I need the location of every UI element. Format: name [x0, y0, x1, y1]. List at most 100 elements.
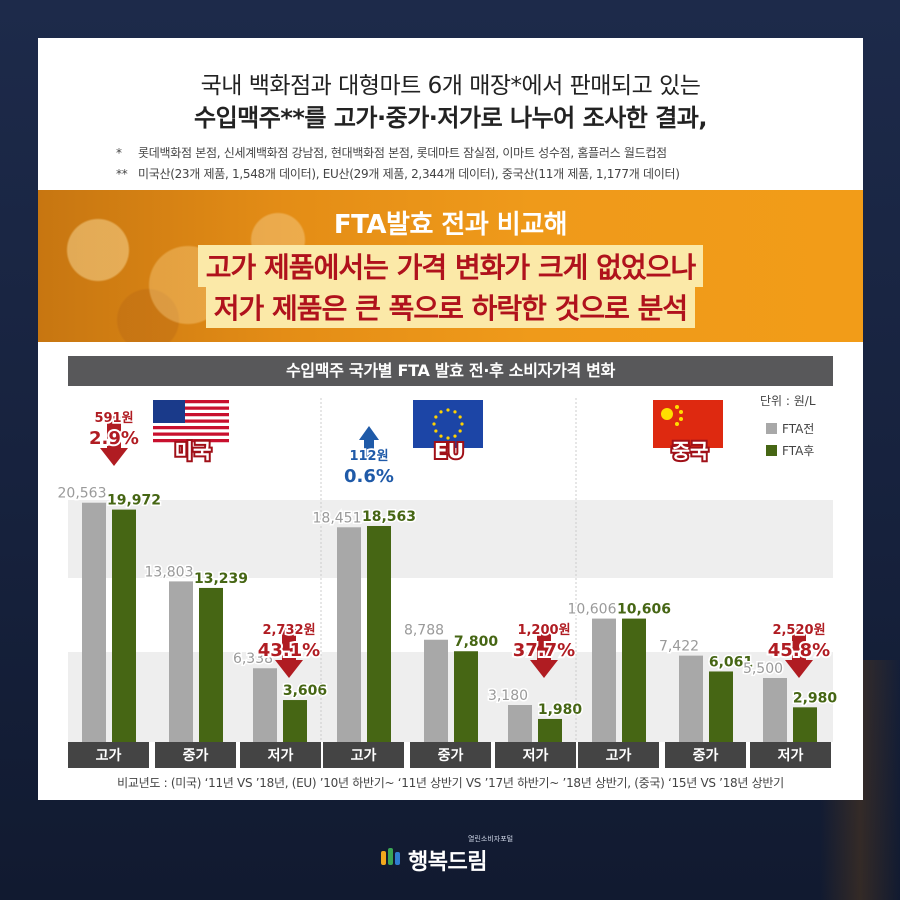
flag-star — [439, 434, 443, 438]
arrow-shaft — [107, 416, 121, 448]
bar-before — [508, 704, 532, 742]
bar-before — [424, 639, 448, 742]
bar-after — [454, 651, 478, 742]
chart-title: 수입맥주 국가별 FTA 발효 전·후 소비자가격 변화 — [68, 356, 833, 386]
data-label-before: 5,500 — [743, 661, 783, 677]
logo-subtitle: 열린소비자포털 — [468, 835, 514, 843]
bar-after — [367, 525, 391, 742]
country-label: 미국 — [175, 439, 212, 463]
footnote-data: ** 미국산(23개 제품, 1,548개 데이터), EU산(29개 제품, 2… — [116, 165, 680, 182]
data-label-before: 18,451 — [313, 510, 362, 526]
data-label-after: 13,239 — [194, 571, 248, 587]
category-label: 고가 — [351, 748, 377, 764]
category-bar — [68, 742, 149, 768]
bar-before — [679, 655, 703, 742]
callout-amount: 591원 — [94, 411, 133, 426]
banner-line-1: FTA발효 전과 비교해 — [333, 210, 568, 240]
flag-star — [679, 417, 683, 421]
flag-stripe — [153, 419, 229, 423]
flag-stripe — [153, 432, 229, 436]
footnote-mark-2: ** — [116, 167, 128, 181]
banner-line-2: 고가 제품에서는 가격 변화가 크게 없었으나 — [38, 245, 863, 287]
bar-after — [793, 707, 817, 742]
intro-line-1: 국내 백화점과 대형마트 6개 매장*에서 판매되고 있는 — [200, 73, 701, 99]
usa-flag — [153, 400, 229, 443]
data-label-before: 7,422 — [659, 639, 699, 655]
data-label-after: 2,980 — [793, 690, 838, 706]
flag-stripe — [153, 406, 229, 410]
category-label: 고가 — [96, 748, 122, 764]
flag-star — [458, 415, 462, 419]
data-label-after: 10,606 — [617, 602, 671, 618]
arrow-shaft — [282, 628, 296, 660]
callout-amount: 2,520원 — [772, 623, 825, 638]
bar-before — [592, 618, 616, 742]
banner-highlight-3: 저가 제품은 큰 폭으로 하락한 것으로 분석 — [205, 286, 696, 328]
legend-after-swatch — [766, 445, 777, 456]
legend-after: FTA후 — [766, 442, 814, 459]
bar-before — [169, 581, 193, 742]
flag-star — [446, 408, 450, 412]
bar-before — [337, 527, 361, 742]
increase-callout — [359, 426, 379, 458]
intro-line-2: 수입맥주**를 고가·중가·저가로 나누어 조사한 결과, — [194, 104, 707, 132]
category-bar — [323, 742, 404, 768]
data-label-before: 3,180 — [488, 688, 528, 704]
category-bar — [750, 742, 831, 768]
category-label: 중가 — [693, 748, 719, 764]
flag-stripe — [153, 439, 229, 443]
callout-amount: 112원 — [349, 449, 388, 464]
bar-after — [709, 671, 733, 742]
comparison-years-note: 비교년도 : (미국) ‘11년 VS ’18년, (EU) ’10년 하반기~… — [117, 776, 784, 790]
callout-amount: 2,732원 — [262, 623, 315, 638]
arrow-up-icon — [359, 426, 379, 440]
flag-star — [675, 422, 679, 426]
category-bar — [578, 742, 659, 768]
category-bar — [495, 742, 576, 768]
flag-star — [453, 434, 457, 438]
decrease-callout — [785, 628, 813, 678]
flag-star — [679, 410, 683, 414]
category-label: 중가 — [183, 748, 209, 764]
data-label-before: 20,563 — [58, 486, 107, 502]
flag-star — [434, 429, 438, 433]
data-label-after: 3,606 — [283, 683, 327, 699]
footnote-stores-text: 롯데백화점 본점, 신세계백화점 강남점, 현대백화점 본점, 롯데마트 잠실점… — [138, 146, 667, 160]
callout-percent: 2.9% — [89, 428, 139, 449]
flag-star — [460, 422, 464, 426]
callout-percent: 0.6% — [344, 466, 394, 487]
data-label-after: 6,061 — [709, 654, 753, 670]
flag-star — [458, 429, 462, 433]
footnote-mark-1: * — [116, 146, 122, 160]
logo-text: 행복드림 — [408, 850, 487, 875]
data-label-before: 6,338 — [233, 651, 273, 667]
flag-star — [439, 410, 443, 414]
grid-band — [68, 500, 833, 578]
arrow-down-icon — [785, 660, 813, 678]
flag-stripe — [153, 413, 229, 417]
china-flag — [653, 400, 723, 448]
category-bar — [665, 742, 746, 768]
decrease-callout — [530, 628, 558, 678]
decrease-callout — [100, 416, 128, 466]
footnote-stores: * 롯데백화점 본점, 신세계백화점 강남점, 현대백화점 본점, 롯데마트 잠실… — [116, 144, 667, 161]
flag-star — [446, 436, 450, 440]
data-label-after: 7,800 — [454, 634, 499, 650]
flag-star — [434, 415, 438, 419]
decrease-callout — [275, 628, 303, 678]
banner-line-3: 저가 제품은 큰 폭으로 하락한 것으로 분석 — [38, 286, 863, 328]
banner-highlight-2: 고가 제품에서는 가격 변화가 크게 없었으나 — [197, 245, 704, 287]
callout-percent: 43.1% — [258, 640, 320, 661]
category-bar — [155, 742, 236, 768]
category-label: 저가 — [268, 748, 294, 764]
arrow-shaft — [792, 628, 806, 660]
footnote-data-text: 미국산(23개 제품, 1,548개 데이터), EU산(29개 제품, 2,3… — [138, 167, 680, 181]
unit-label: 단위 : 원/L — [760, 394, 816, 408]
flag-stripe — [153, 400, 229, 404]
legend-before-swatch — [766, 423, 777, 434]
callout-percent: 37.7% — [513, 640, 575, 661]
callout-amount: 1,200원 — [517, 623, 570, 638]
data-label-before: 13,803 — [145, 564, 194, 580]
grid-band — [68, 652, 833, 742]
headline-banner: FTA발효 전과 비교해 고가 제품에서는 가격 변화가 크게 없었으나 저가 … — [38, 190, 863, 342]
